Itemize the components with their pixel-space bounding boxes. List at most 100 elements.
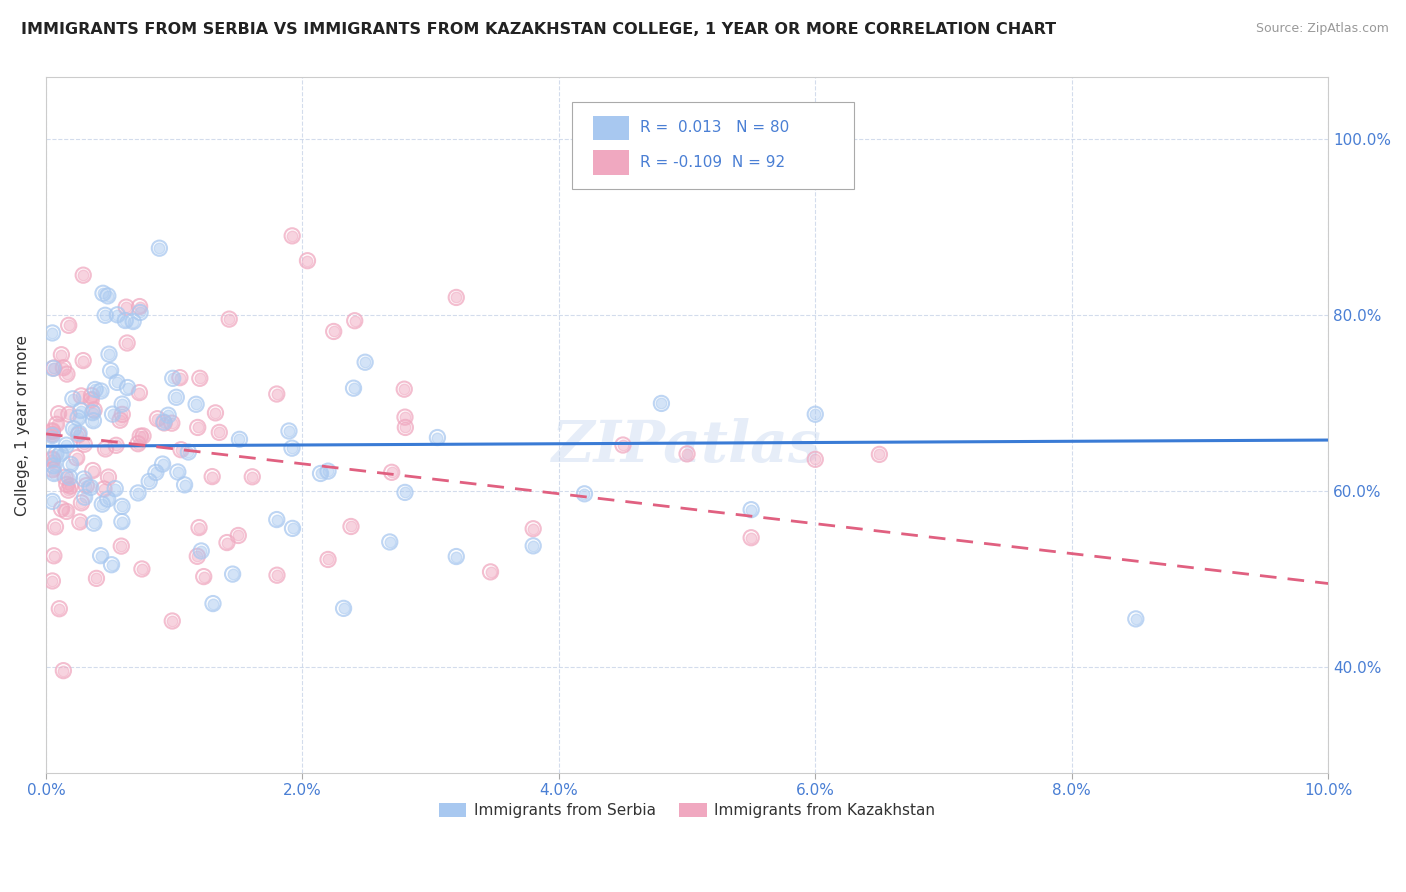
Point <box>201 597 224 611</box>
Point <box>322 325 344 339</box>
Point <box>166 465 188 479</box>
Point <box>127 486 149 500</box>
Point <box>128 300 150 314</box>
Point <box>41 326 63 340</box>
Point <box>58 318 80 333</box>
Point <box>188 520 211 534</box>
Point <box>676 447 699 461</box>
Point <box>316 552 339 566</box>
Point <box>111 397 134 411</box>
Point <box>80 389 103 403</box>
Point <box>90 384 112 398</box>
Point <box>204 406 226 420</box>
Point <box>111 408 134 422</box>
Point <box>170 442 193 457</box>
Point <box>51 502 73 516</box>
Point <box>574 487 596 501</box>
Point <box>446 549 468 564</box>
Point <box>266 512 288 526</box>
Text: ZIPatlas: ZIPatlas <box>553 417 823 475</box>
Point <box>188 520 211 534</box>
Point <box>117 380 139 394</box>
Point <box>79 480 101 494</box>
Point <box>340 519 363 533</box>
Point <box>128 385 150 400</box>
Point <box>740 531 762 545</box>
Point <box>215 535 238 549</box>
Point <box>278 424 301 438</box>
Point <box>105 438 128 452</box>
Point <box>66 450 89 465</box>
Point <box>226 528 249 542</box>
Point <box>522 539 544 553</box>
Point <box>381 465 404 479</box>
Point <box>49 447 72 461</box>
Point <box>67 428 90 442</box>
Point <box>44 520 66 534</box>
Point <box>152 415 174 429</box>
Point <box>426 431 449 445</box>
Point <box>193 569 215 583</box>
Point <box>94 308 117 322</box>
Point <box>394 485 416 500</box>
Point <box>394 485 416 500</box>
Point <box>41 494 63 508</box>
Point <box>162 614 184 628</box>
Point <box>131 562 153 576</box>
Point <box>166 465 188 479</box>
Point <box>82 464 104 478</box>
Point <box>101 407 124 421</box>
Point <box>148 241 170 255</box>
Point <box>41 574 63 588</box>
Point <box>105 308 128 322</box>
Point <box>42 549 65 563</box>
Point <box>111 408 134 422</box>
Point <box>128 300 150 314</box>
Point <box>281 441 304 455</box>
Point <box>201 597 224 611</box>
Point <box>86 571 108 585</box>
Point <box>394 410 416 425</box>
Point <box>153 416 176 430</box>
Point <box>278 424 301 438</box>
Point <box>162 371 184 385</box>
Point <box>309 467 332 481</box>
Point <box>51 502 73 516</box>
Point <box>129 305 152 319</box>
Point <box>187 420 209 434</box>
Point <box>394 420 416 434</box>
Point <box>228 433 250 447</box>
Text: Source: ZipAtlas.com: Source: ZipAtlas.com <box>1256 22 1389 36</box>
Point <box>354 355 377 369</box>
Point <box>55 477 77 491</box>
Point <box>58 318 80 333</box>
Point <box>221 567 243 582</box>
Point <box>868 447 890 461</box>
Point <box>91 497 114 511</box>
Point <box>186 549 208 564</box>
Point <box>115 300 138 314</box>
Point <box>42 467 65 481</box>
Point <box>67 426 90 441</box>
Point <box>93 482 115 496</box>
Point <box>221 567 243 582</box>
Point <box>342 381 364 395</box>
Point <box>169 370 191 384</box>
Text: R =  0.013   N = 80: R = 0.013 N = 80 <box>640 120 789 135</box>
Point <box>226 528 249 542</box>
Point <box>322 325 344 339</box>
Point <box>49 447 72 461</box>
Point <box>100 558 122 572</box>
Point <box>612 438 634 452</box>
Point <box>56 367 79 381</box>
Point <box>145 466 167 480</box>
Point <box>42 463 65 477</box>
Point <box>160 416 183 430</box>
Point <box>83 516 105 531</box>
Point <box>70 496 93 510</box>
Point <box>343 314 366 328</box>
Point <box>131 562 153 576</box>
Point <box>62 392 84 406</box>
Point <box>165 390 187 404</box>
Point <box>70 389 93 403</box>
